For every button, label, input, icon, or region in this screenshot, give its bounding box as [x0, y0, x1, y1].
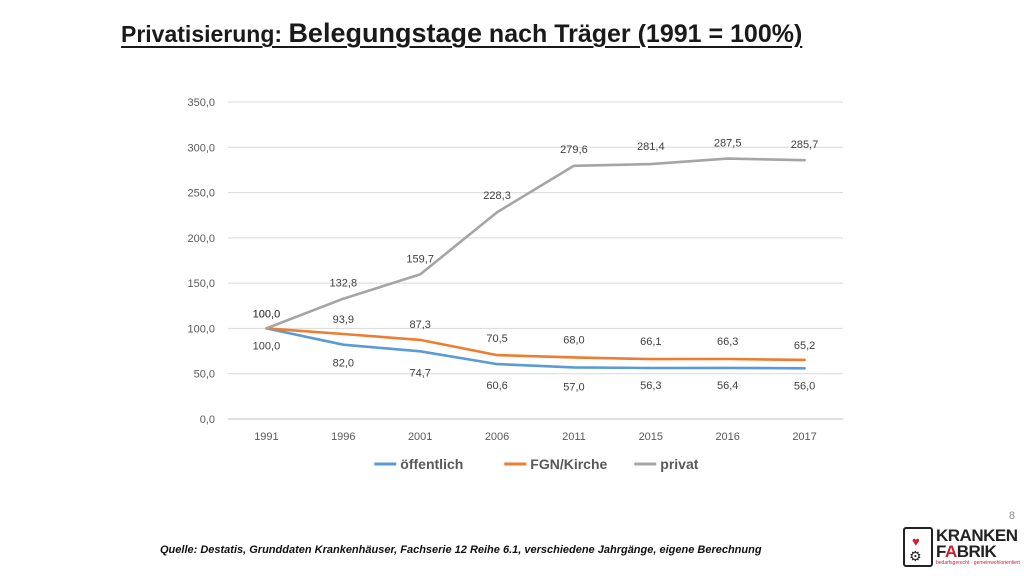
- data-label: 279,6: [560, 144, 588, 156]
- data-label: 68,0: [563, 334, 584, 346]
- heart-icon: ♥: [912, 534, 920, 549]
- y-tick-label: 350,0: [187, 97, 215, 109]
- logo-word-2: FABRIK: [936, 542, 997, 561]
- x-tick-label: 2006: [485, 431, 509, 443]
- legend-label: FGN/Kirche: [530, 456, 607, 472]
- legend-label: privat: [660, 456, 698, 472]
- title-part-2: Belegungstage: [288, 18, 482, 48]
- data-label: 228,3: [483, 190, 511, 202]
- krankenhaus-fabrik-logo: ♥ ⚙ KRANKEN FABRIK bedarfsgerecht · geme…: [903, 526, 1020, 569]
- series-line-1: [265, 327, 806, 362]
- data-label: 159,7: [406, 253, 434, 265]
- title-part-3: nach Träger (1991 = 100%): [481, 20, 803, 48]
- y-tick-label: 250,0: [187, 188, 215, 200]
- data-label: 132,8: [330, 278, 358, 290]
- data-label: 56,0: [794, 380, 815, 392]
- y-tick-label: 50,0: [194, 369, 215, 381]
- line-chart: 0,0 50,0 100,0 150,0 200,0 250,0 300,0 350,0 199…: [187, 97, 843, 472]
- gear-icon: ⚙: [909, 548, 922, 564]
- x-tick-label: 2015: [639, 431, 663, 443]
- data-label: 87,3: [409, 319, 430, 331]
- x-tick-label: 2011: [562, 431, 586, 443]
- data-label: 82,0: [333, 358, 354, 370]
- logo-letters-brik: BRIK: [956, 542, 997, 561]
- series-line-2: [265, 157, 806, 330]
- x-tick-label: 1996: [331, 431, 355, 443]
- logo-emblem: ♥ ⚙: [903, 527, 933, 567]
- data-label: 56,3: [640, 380, 661, 392]
- legend-label: öffentlich: [400, 456, 463, 472]
- y-tick-label: 200,0: [187, 233, 215, 245]
- data-label: 57,0: [563, 381, 584, 393]
- data-label: 285,7: [791, 139, 819, 151]
- x-tick-label: 2017: [792, 431, 816, 443]
- logo-letter-a: A: [944, 542, 957, 561]
- data-label: 65,2: [794, 340, 815, 352]
- logo-word-1: KRANKEN: [936, 526, 1018, 545]
- data-label: 74,7: [409, 367, 430, 379]
- logo-tagline: bedarfsgerecht · gemeinwohlorientiert: [936, 560, 1020, 566]
- data-label: 60,6: [486, 380, 507, 392]
- y-tick-label: 0,0: [200, 414, 215, 426]
- data-label: 70,5: [486, 333, 507, 345]
- data-label: 56,4: [717, 380, 738, 392]
- x-tick-label: 1991: [254, 431, 278, 443]
- data-label: 66,1: [640, 336, 661, 348]
- title-part-1: Privatisierung:: [121, 21, 289, 47]
- data-label: 100,0: [253, 308, 281, 320]
- data-label: 100,0: [253, 308, 281, 320]
- source-note: Quelle: Destatis, Grunddaten Krankenhäus…: [160, 544, 762, 556]
- y-tick-label: 300,0: [187, 142, 215, 154]
- x-tick-label: 2016: [715, 431, 739, 443]
- data-label: 281,4: [637, 141, 665, 153]
- data-label: 100,0: [253, 340, 281, 352]
- y-tick-label: 150,0: [187, 278, 215, 290]
- logo-letter-f: F: [936, 542, 945, 561]
- data-label: 66,3: [717, 336, 738, 348]
- x-tick-label: 2001: [408, 431, 432, 443]
- data-label: 93,9: [333, 314, 354, 326]
- y-tick-label: 100,0: [187, 323, 215, 335]
- page-number: 8: [1008, 510, 1015, 522]
- data-label: 287,5: [714, 138, 742, 150]
- chart-title: Privatisierung: Belegungstage nach Träge…: [121, 18, 802, 49]
- series-line-0: [265, 327, 806, 370]
